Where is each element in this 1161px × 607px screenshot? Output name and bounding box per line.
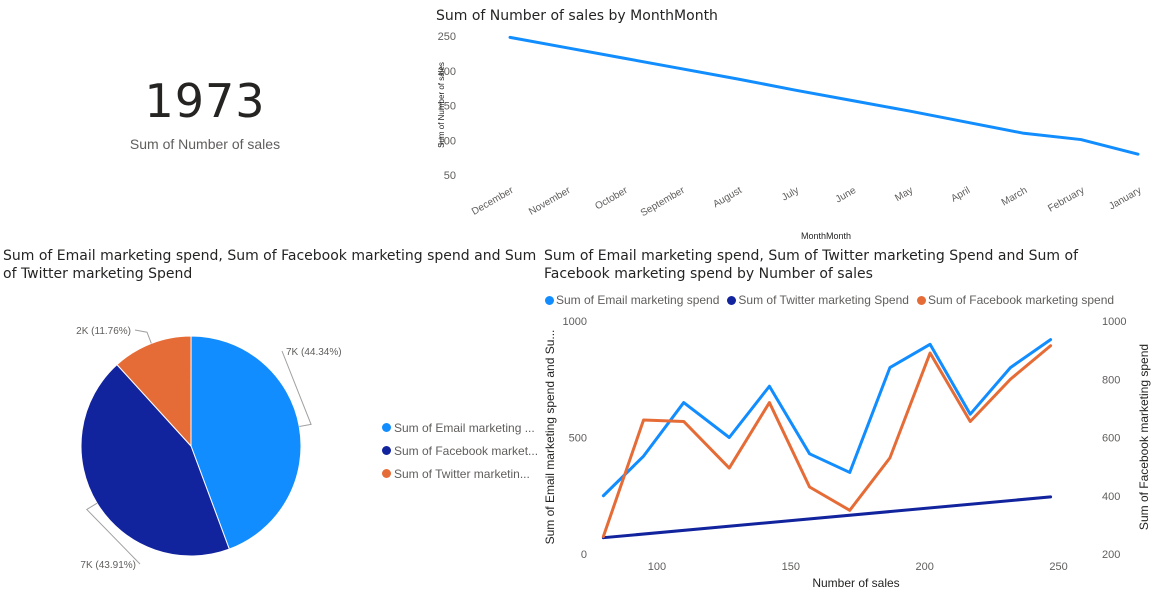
y-tick-label: 0 [581, 549, 587, 561]
combo-legend-label: Sum of Email marketing spend [556, 293, 720, 307]
combo-legend-marker [727, 295, 737, 305]
sales-by-month-chart[interactable]: Sum of Number of sales by MonthMonth 250… [430, 0, 1161, 245]
card-label: Sum of Number of sales [129, 136, 281, 152]
marketing-spend-pie-visual[interactable]: Sum of Email marketing spend, Sum of Fac… [0, 245, 540, 607]
y-tick-label: 100 [438, 135, 456, 147]
pie-legend-marker [382, 446, 391, 455]
pie-legend-label: Sum of Email marketing ... [394, 420, 535, 435]
pie-leader-line [134, 329, 152, 344]
sales-line [508, 35, 1140, 156]
pie-legend-item-email[interactable]: Sum of Email marketing ... [382, 416, 538, 439]
y-tick-label: 250 [438, 31, 456, 43]
y-tick-label: 1000 [563, 316, 587, 328]
combo-title: Sum of Email marketing spend, Sum of Twi… [544, 248, 1078, 282]
pie-legend-label: Sum of Facebook market... [394, 443, 539, 458]
spend-by-sales-chart[interactable]: Sum of Email marketing spend, Sum of Twi… [540, 245, 1161, 607]
sales-kpi-card[interactable]: 1973 Sum of Number of sales [0, 0, 420, 220]
sales-by-month-plot: 250 200 150 100 50 December November October Sep… [437, 31, 1144, 241]
x-tick-label: December [470, 185, 516, 218]
pie-title: Sum of Email marketing spend, Sum of Fac… [3, 248, 537, 282]
y2-axis-title: Sum of Facebook marketing spend [1137, 344, 1151, 530]
x-tick-label: April [949, 185, 972, 205]
combo-legend-item-facebook[interactable]: Sum of Facebook marketing spend [916, 293, 1115, 307]
pie-legend-marker [382, 423, 391, 432]
x-tick-label: August [711, 185, 744, 210]
x-tick-label: 200 [916, 561, 934, 573]
x-tick-label: February [1046, 185, 1086, 215]
card-value: 1973 [144, 74, 266, 128]
series-line [601, 338, 1053, 498]
y-axis-title: Sum of Email marketing spend and Su... [543, 330, 557, 545]
y2-tick-label: 400 [1102, 491, 1120, 503]
combo-legend: Sum of Email marketing spend Sum of Twit… [545, 293, 1122, 307]
pie-legend-item-facebook[interactable]: Sum of Facebook market... [382, 439, 538, 462]
pie-data-label: 7K (44.34%) [286, 347, 342, 358]
y2-tick-label: 800 [1102, 374, 1120, 386]
x-tick-label: October [593, 185, 630, 213]
combo-legend-item-email[interactable]: Sum of Email marketing spend [545, 293, 719, 307]
y-tick-label: 500 [569, 433, 587, 445]
spend-by-sales-plot: 0 500 1000 200 400 600 800 1000 100 150 200 250 Numb… [543, 316, 1151, 590]
x-axis-title: Number of sales [812, 576, 899, 590]
x-tick-label: May [893, 185, 915, 204]
x-tick-label: June [834, 185, 859, 206]
x-axis-title: MonthMonth [801, 231, 851, 241]
pie-leader-line [86, 502, 141, 565]
y-tick-label: 150 [438, 101, 456, 113]
pie-legend-marker [382, 469, 391, 478]
combo-legend-label: Sum of Twitter marketing Spend [738, 293, 909, 307]
combo-legend-item-twitter[interactable]: Sum of Twitter marketing Spend [727, 293, 909, 307]
marketing-spend-pie: 7K (44.34%) 7K (43.91%) 2K (11.76%) [76, 326, 342, 571]
x-tick-label: 150 [782, 561, 800, 573]
x-tick-label: September [639, 185, 687, 219]
y-tick-label: 200 [438, 66, 456, 78]
combo-legend-marker [916, 295, 926, 305]
x-tick-label: January [1107, 185, 1143, 212]
x-tick-label: March [1000, 185, 1030, 208]
combo-legend-label: Sum of Facebook marketing spend [927, 293, 1115, 307]
y2-tick-label: 600 [1102, 433, 1120, 445]
combo-legend-marker [545, 295, 554, 305]
pie-leader-line [281, 350, 312, 428]
x-tick-label: July [780, 185, 801, 203]
y-axis-title: Sum of Number of sales [437, 62, 446, 148]
series-line [601, 344, 1053, 539]
y-tick-label: 50 [444, 170, 456, 182]
x-tick-label: 100 [648, 561, 666, 573]
sales-by-month-title: Sum of Number of sales by MonthMonth [436, 8, 718, 24]
pie-data-label: 2K (11.76%) [76, 326, 131, 337]
y2-tick-label: 200 [1102, 549, 1120, 561]
pie-legend-item-twitter[interactable]: Sum of Twitter marketin... [382, 462, 538, 485]
pie-data-label: 7K (43.91%) [80, 560, 136, 571]
pie-legend: Sum of Email marketing ... Sum of Facebo… [382, 416, 538, 485]
pie-legend-label: Sum of Twitter marketin... [394, 466, 530, 481]
y2-tick-label: 1000 [1102, 316, 1126, 328]
series-line [601, 495, 1053, 540]
x-tick-label: 250 [1049, 561, 1067, 573]
pie-slice [116, 335, 192, 448]
x-tick-label: November [527, 185, 573, 218]
pie-slice [80, 363, 230, 557]
